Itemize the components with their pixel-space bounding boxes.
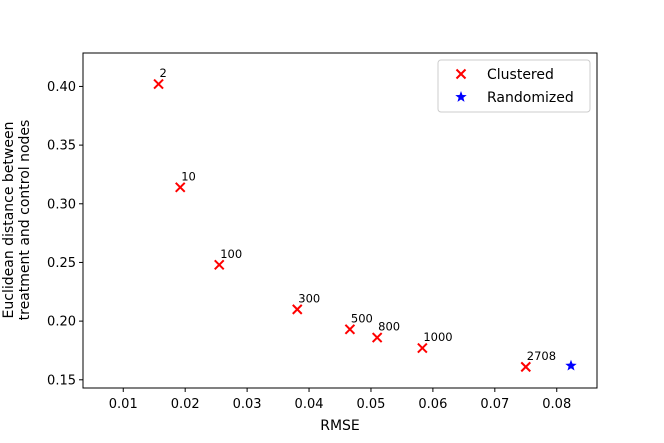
randomized-point [565,359,577,371]
x-axis-ticks: 0.01 0.02 0.03 0.04 0.05 0.06 0.07 0.08 [109,388,571,412]
x-tick-label: 0.02 [171,397,200,412]
y-axis-label-line-2: treatment and control nodes [17,120,33,321]
x-axis-label: RMSE [320,418,360,434]
y-tick-label: 0.25 [47,256,76,271]
clustered-point [292,304,303,315]
x-tick-label: 0.06 [418,397,447,412]
x-tick-label: 0.04 [295,397,324,412]
y-tick-label: 0.30 [47,197,76,212]
point-label: 800 [378,320,400,334]
clustered-point [417,342,428,354]
point-label: 2 [160,66,167,80]
point-label: 10 [181,169,196,183]
legend-star-marker [455,91,467,102]
y-axis-label-line-1: Euclidean distance between [1,122,17,319]
legend-clustered-marker [455,68,467,80]
point-label: 1000 [423,330,452,344]
legend-randomized-label: Randomized [487,90,574,106]
point-label: 500 [351,311,373,325]
x-tick-label: 0.05 [356,397,385,412]
clustered-point [153,78,164,90]
point-label: 2708 [527,349,556,363]
legend-randomized-marker [455,91,467,102]
clustered-point [371,332,383,343]
y-axis-ticks: 0.15 0.20 0.25 0.30 0.35 0.40 [47,80,83,388]
legend-clustered-label: Clustered [487,67,554,83]
clustered-point [175,182,186,193]
legend: Clustered Randomized [437,59,591,113]
point-label: 300 [298,291,320,305]
y-tick-label: 0.35 [47,139,76,154]
x-tick-label: 0.01 [109,397,138,412]
clustered-point [344,324,356,335]
x-tick-label: 0.03 [233,397,262,412]
y-tick-label: 0.15 [47,373,76,388]
plot-frame [82,52,598,389]
data-points: 2 10 100 300 500 800 1000 2708 [153,66,577,373]
y-tick-label: 0.40 [47,80,76,95]
y-tick-label: 0.20 [47,315,76,330]
clustered-point [520,361,531,373]
legend-box [437,59,591,113]
legend-x-marker [455,68,467,80]
clustered-point [214,259,225,271]
x-tick-label: 0.07 [480,397,509,412]
x-tick-label: 0.08 [542,397,571,412]
point-label: 100 [220,247,242,261]
